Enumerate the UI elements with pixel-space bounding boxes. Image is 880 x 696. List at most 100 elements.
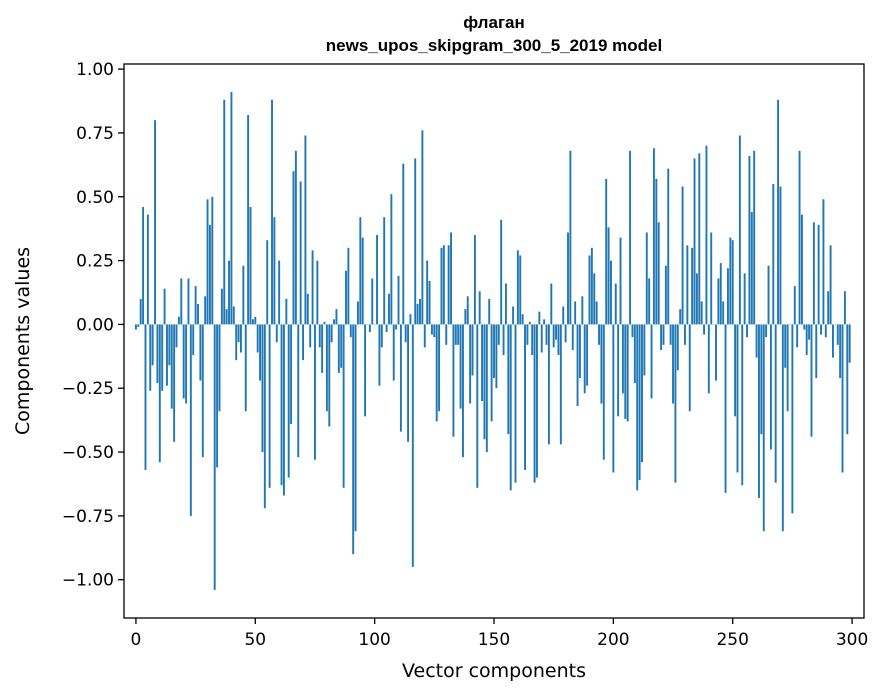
bar-35 <box>218 324 221 412</box>
bar-60 <box>278 260 281 325</box>
bar-174 <box>550 283 553 325</box>
bar-180 <box>564 324 567 343</box>
bar-185 <box>576 324 579 407</box>
bar-53 <box>261 324 264 453</box>
bar-31 <box>208 224 211 325</box>
bar-257 <box>748 155 751 325</box>
bar-212 <box>641 324 643 463</box>
bar-91 <box>352 324 355 555</box>
bar-205 <box>624 324 627 419</box>
bar-228 <box>679 309 682 325</box>
y-tick-label--0.5: −0.50 <box>62 443 114 463</box>
bar-12 <box>163 288 166 325</box>
bar-76 <box>316 260 319 325</box>
bar-136 <box>459 324 462 409</box>
bar-285 <box>815 324 818 379</box>
bar-68 <box>297 324 300 458</box>
x-tick-label-250: 250 <box>716 630 748 650</box>
bar-44 <box>240 324 242 353</box>
bar-263 <box>762 324 765 532</box>
bar-219 <box>657 222 660 325</box>
bar-40 <box>230 92 233 325</box>
bar-107 <box>390 194 393 325</box>
bar-98 <box>368 324 371 333</box>
y-tick-label-0.75: 0.75 <box>76 124 114 144</box>
bar-132 <box>450 232 452 325</box>
bar-106 <box>388 293 390 325</box>
bar-81 <box>328 324 331 427</box>
bar-145 <box>481 324 484 401</box>
bar-138 <box>464 309 467 325</box>
bar-58 <box>273 217 276 325</box>
bar-14 <box>168 324 171 366</box>
bar-48 <box>249 206 252 325</box>
bar-177 <box>557 324 560 356</box>
bar-55 <box>266 240 269 325</box>
bar-292 <box>832 324 834 358</box>
bar-265 <box>767 265 770 325</box>
bar-254 <box>741 324 744 486</box>
bar-89 <box>347 247 350 325</box>
bar-141 <box>471 324 474 376</box>
bar-54 <box>263 324 266 509</box>
bar-105 <box>385 324 388 333</box>
bar-18 <box>177 316 180 325</box>
bar-169 <box>538 311 541 325</box>
bar-59 <box>275 324 278 343</box>
bar-282 <box>808 324 811 340</box>
bar-235 <box>695 273 698 325</box>
bar-200 <box>612 324 615 473</box>
bar-296 <box>841 324 844 473</box>
bar-221 <box>662 324 665 345</box>
bar-69 <box>299 181 302 325</box>
bar-210 <box>636 324 639 491</box>
bar-5 <box>146 214 149 325</box>
bar-129 <box>442 245 445 325</box>
y-tick-label--0.75: −0.75 <box>62 507 114 527</box>
bar-197 <box>605 178 608 325</box>
bar-188 <box>583 324 586 394</box>
bar-236 <box>698 153 701 325</box>
bar-206 <box>626 324 629 422</box>
bar-178 <box>559 324 562 445</box>
bar-134 <box>454 324 457 345</box>
bar-290 <box>827 291 830 325</box>
bar-224 <box>669 324 672 345</box>
bar-104 <box>383 217 386 325</box>
bar-227 <box>676 324 679 371</box>
bar-253 <box>738 135 741 325</box>
bar-258 <box>750 212 753 325</box>
bar-171 <box>543 319 546 325</box>
bar-102 <box>378 324 381 386</box>
bar-299 <box>848 324 851 363</box>
bar-255 <box>743 273 746 325</box>
y-tick-label--1: −1.00 <box>62 571 114 591</box>
bar-13 <box>166 324 168 386</box>
bar-94 <box>359 217 362 325</box>
bar-276 <box>793 286 796 325</box>
bar-11 <box>161 324 164 391</box>
y-tick-label-0.25: 0.25 <box>76 252 114 272</box>
bar-41 <box>232 306 235 325</box>
bar-111 <box>399 324 402 432</box>
bar-213 <box>643 324 646 376</box>
bar-2 <box>139 298 142 325</box>
bar-199 <box>610 260 612 325</box>
bar-42 <box>235 324 238 361</box>
bar-204 <box>621 324 624 394</box>
bar-146 <box>483 324 486 440</box>
bar-289 <box>824 324 827 338</box>
bar-155 <box>504 283 507 325</box>
x-tick-label-100: 100 <box>358 630 390 650</box>
bar-26 <box>197 303 199 325</box>
bar-225 <box>672 324 674 404</box>
bar-70 <box>302 324 304 361</box>
bar-252 <box>736 324 739 473</box>
bar-287 <box>820 324 822 335</box>
bar-108 <box>392 324 395 381</box>
bar-158 <box>512 306 515 325</box>
bar-273 <box>786 324 789 412</box>
bar-229 <box>681 186 684 325</box>
bar-166 <box>531 324 534 356</box>
